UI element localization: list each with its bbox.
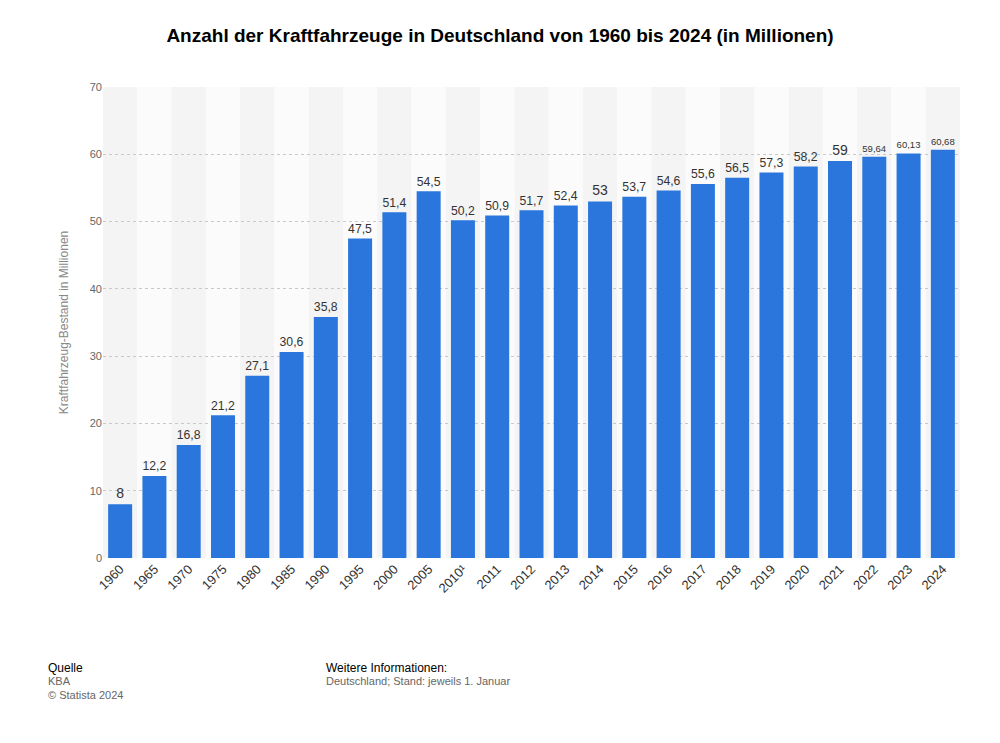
- svg-text:2012: 2012: [507, 562, 538, 593]
- svg-text:2017: 2017: [679, 562, 710, 593]
- svg-text:2022: 2022: [850, 562, 881, 593]
- svg-text:2010¹: 2010¹: [436, 561, 471, 596]
- svg-text:50,9: 50,9: [485, 199, 509, 213]
- svg-text:60,13: 60,13: [897, 139, 921, 150]
- svg-text:54,6: 54,6: [657, 174, 681, 188]
- svg-text:2018: 2018: [713, 562, 744, 593]
- svg-text:Kraftfahrzeug-Bestand in Milli: Kraftfahrzeug-Bestand in Millionen: [57, 231, 71, 414]
- svg-text:2015: 2015: [610, 562, 641, 593]
- svg-text:12,2: 12,2: [142, 459, 166, 473]
- svg-text:52,4: 52,4: [554, 189, 578, 203]
- svg-text:2016: 2016: [644, 562, 675, 593]
- svg-text:8: 8: [116, 485, 124, 501]
- svg-text:2020: 2020: [781, 562, 812, 593]
- svg-text:21,2: 21,2: [211, 399, 235, 413]
- svg-text:2019: 2019: [747, 562, 778, 593]
- svg-text:Deutschland; Stand: jeweils 1.: Deutschland; Stand: jeweils 1. Januar: [326, 675, 510, 687]
- svg-text:54,5: 54,5: [417, 175, 441, 189]
- svg-text:59,64: 59,64: [862, 143, 887, 154]
- svg-text:50: 50: [90, 215, 102, 227]
- svg-text:51,7: 51,7: [520, 194, 544, 208]
- svg-text:1960: 1960: [96, 562, 127, 593]
- svg-text:2013: 2013: [541, 562, 572, 593]
- svg-text:47,5: 47,5: [348, 222, 372, 236]
- svg-text:0: 0: [96, 552, 102, 564]
- svg-text:59: 59: [832, 142, 848, 158]
- svg-text:2021: 2021: [816, 562, 847, 593]
- svg-text:1970: 1970: [164, 562, 195, 593]
- svg-text:1980: 1980: [233, 562, 264, 593]
- svg-text:50,2: 50,2: [451, 204, 475, 218]
- svg-text:1985: 1985: [267, 562, 298, 593]
- svg-text:57,3: 57,3: [759, 156, 783, 170]
- svg-text:53,7: 53,7: [622, 180, 646, 194]
- svg-text:60,68: 60,68: [931, 136, 955, 147]
- svg-text:40: 40: [90, 283, 102, 295]
- svg-text:53: 53: [592, 182, 608, 198]
- svg-text:58,2: 58,2: [794, 150, 818, 164]
- svg-text:Weitere Informationen:: Weitere Informationen:: [326, 661, 447, 675]
- svg-text:27,1: 27,1: [245, 359, 269, 373]
- svg-text:55,6: 55,6: [691, 167, 715, 181]
- svg-text:2000: 2000: [370, 562, 401, 593]
- svg-text:60: 60: [90, 148, 102, 160]
- svg-text:Quelle: Quelle: [48, 661, 83, 675]
- svg-text:1975: 1975: [199, 562, 230, 593]
- svg-text:70: 70: [90, 81, 102, 93]
- svg-text:1990: 1990: [301, 562, 332, 593]
- svg-text:Anzahl der Kraftfahrzeuge in D: Anzahl der Kraftfahrzeuge in Deutschland…: [166, 25, 833, 46]
- svg-text:51,4: 51,4: [382, 196, 406, 210]
- svg-text:1965: 1965: [130, 562, 161, 593]
- svg-text:35,8: 35,8: [314, 300, 338, 314]
- svg-text:2023: 2023: [884, 562, 915, 593]
- svg-text:KBA© Statista 2024: KBA© Statista 2024: [48, 675, 123, 701]
- svg-text:30,6: 30,6: [280, 335, 304, 349]
- svg-text:2024: 2024: [919, 562, 950, 593]
- svg-text:2011: 2011: [474, 562, 504, 592]
- svg-text:2014: 2014: [576, 562, 607, 593]
- svg-text:56,5: 56,5: [725, 161, 749, 175]
- svg-text:20: 20: [90, 417, 102, 429]
- svg-text:30: 30: [90, 350, 102, 362]
- svg-text:10: 10: [90, 485, 102, 497]
- svg-text:2005: 2005: [404, 562, 435, 593]
- svg-text:16,8: 16,8: [177, 428, 201, 442]
- svg-text:1995: 1995: [336, 562, 367, 593]
